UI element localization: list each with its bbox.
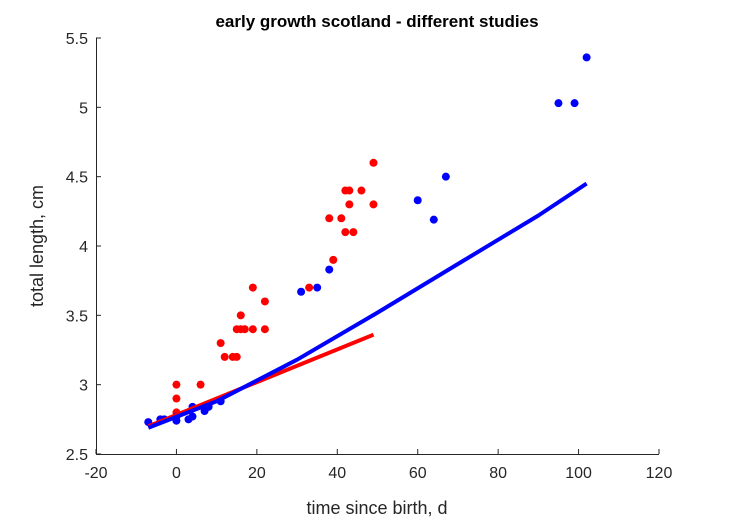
data-point bbox=[260, 297, 269, 306]
data-point bbox=[570, 99, 579, 108]
data-point bbox=[260, 325, 269, 334]
x-tick-label: 0 bbox=[172, 465, 181, 482]
data-point bbox=[325, 265, 334, 274]
data-point bbox=[345, 186, 354, 195]
data-point bbox=[172, 394, 181, 403]
data-point bbox=[313, 283, 322, 292]
data-point bbox=[582, 53, 591, 62]
data-point bbox=[554, 99, 563, 108]
data-point bbox=[369, 200, 378, 209]
data-point bbox=[216, 339, 225, 348]
y-tick-label: 3.5 bbox=[66, 308, 88, 325]
data-point bbox=[349, 228, 358, 237]
data-point bbox=[248, 283, 257, 292]
data-point bbox=[172, 380, 181, 389]
data-point bbox=[232, 352, 241, 361]
data-point bbox=[188, 412, 197, 421]
plot-area bbox=[144, 53, 591, 430]
data-point bbox=[369, 158, 378, 167]
y-axis-label: total length, cm bbox=[27, 185, 47, 307]
y-tick-label: 4 bbox=[79, 239, 88, 256]
data-point bbox=[329, 255, 338, 264]
data-point bbox=[441, 172, 450, 181]
y-tick-label: 5 bbox=[79, 100, 88, 117]
x-tick-label: 40 bbox=[328, 465, 346, 482]
y-tick-label: 4.5 bbox=[66, 170, 88, 187]
data-point bbox=[345, 200, 354, 209]
fit-line bbox=[147, 181, 588, 430]
data-point bbox=[337, 214, 346, 223]
data-point bbox=[220, 352, 229, 361]
x-tick-label: 100 bbox=[565, 465, 592, 482]
data-point bbox=[236, 311, 245, 320]
data-point bbox=[196, 380, 205, 389]
data-point bbox=[357, 186, 366, 195]
x-tick-label: -20 bbox=[84, 465, 107, 482]
data-point bbox=[341, 228, 350, 237]
data-point bbox=[325, 214, 334, 223]
x-tick-label: 20 bbox=[248, 465, 266, 482]
y-ticks: 2.5 3 3.5 4 4.5 5 5.5 bbox=[66, 31, 101, 464]
x-tick-label: 80 bbox=[489, 465, 507, 482]
data-point bbox=[429, 215, 438, 224]
x-tick-label: 120 bbox=[646, 465, 673, 482]
data-point bbox=[297, 287, 306, 296]
chart-title: early growth scotland - different studie… bbox=[215, 12, 538, 31]
data-point bbox=[240, 325, 249, 334]
x-ticks: -20 0 20 40 60 80 100 120 bbox=[84, 449, 672, 482]
data-point bbox=[305, 283, 314, 292]
data-point bbox=[413, 196, 422, 205]
data-point bbox=[248, 325, 257, 334]
y-tick-label: 2.5 bbox=[66, 447, 88, 464]
y-tick-label: 3 bbox=[79, 378, 88, 395]
y-tick-label: 5.5 bbox=[66, 31, 88, 48]
x-axis-label: time since birth, d bbox=[306, 498, 447, 518]
x-tick-label: 60 bbox=[409, 465, 427, 482]
